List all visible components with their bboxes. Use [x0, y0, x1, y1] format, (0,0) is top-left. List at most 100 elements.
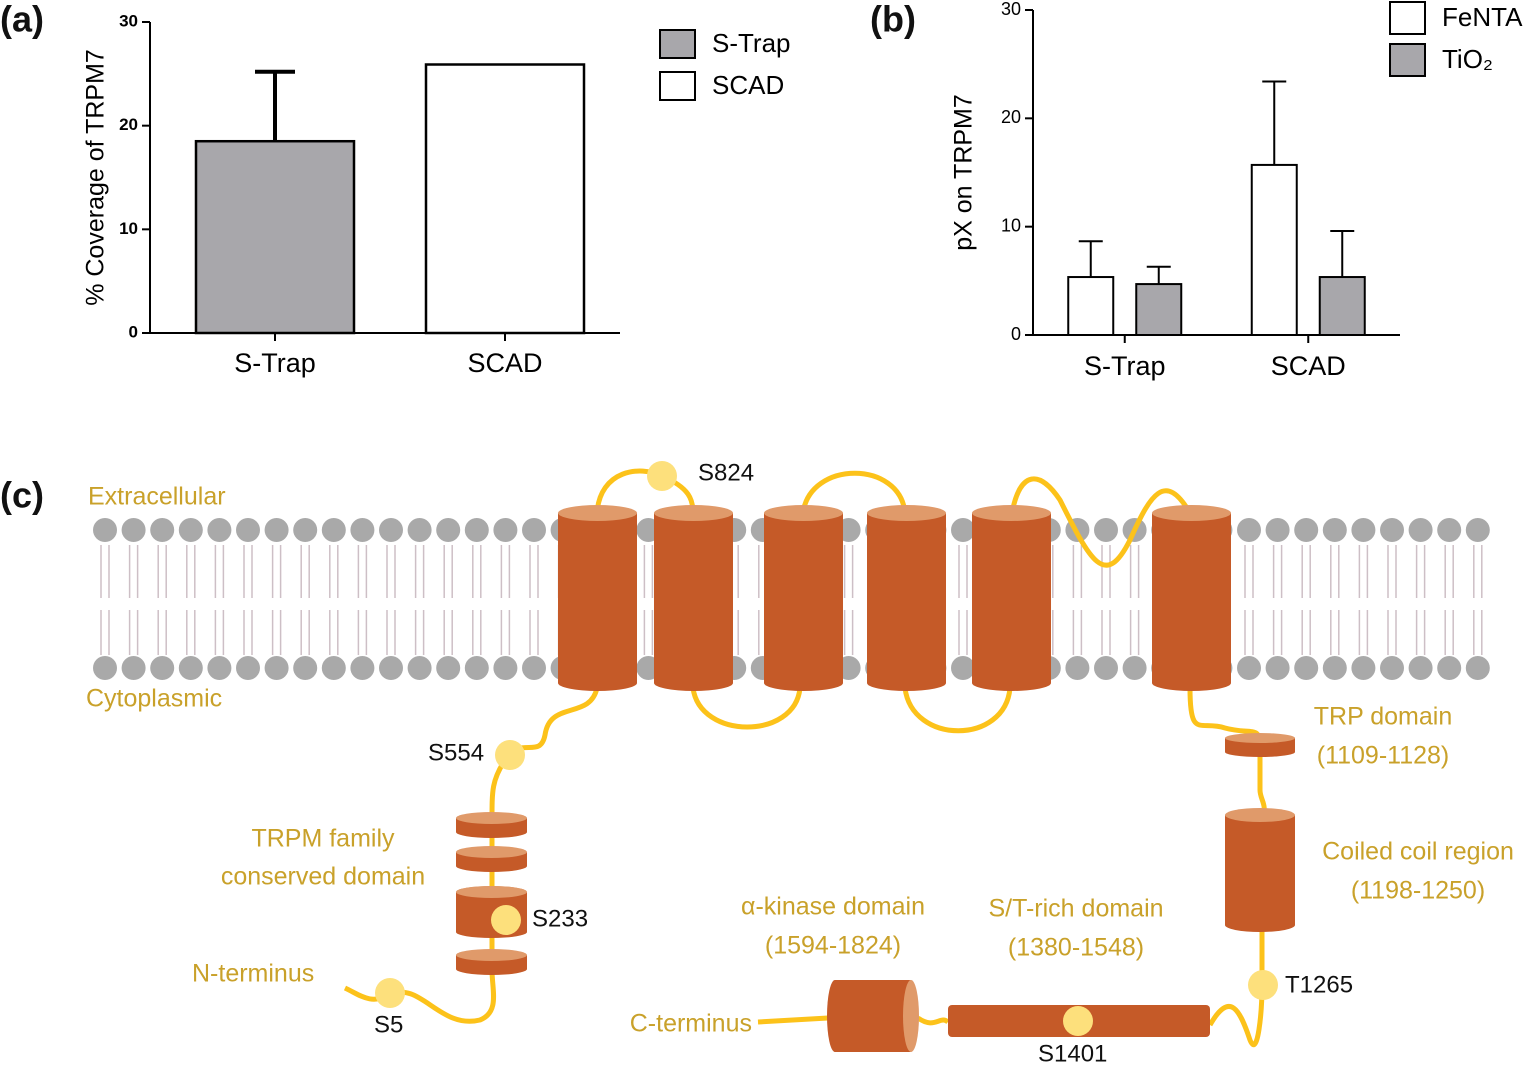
lipid-head	[1094, 518, 1118, 542]
cylinder-body	[1152, 513, 1231, 683]
domain-label: TRPM family	[251, 825, 395, 853]
terminus-label: N-terminus	[192, 960, 314, 988]
domain-label: Coiled coil region	[1322, 838, 1514, 866]
lipid-head	[207, 518, 232, 542]
lipid-head	[1465, 656, 1490, 680]
panel-label: (c)	[0, 475, 44, 516]
lipid-head	[121, 518, 146, 542]
domain-disc	[456, 812, 527, 838]
lipid-head	[350, 656, 375, 680]
bar	[1250, 163, 1298, 336]
lipid-head	[1237, 518, 1261, 542]
lipid-head	[436, 518, 461, 542]
cylinder-top	[456, 949, 527, 961]
lipid-head	[264, 656, 289, 680]
legend-label: FeNTA	[1442, 2, 1523, 32]
lipid-head	[178, 656, 203, 680]
lipid-head	[493, 656, 518, 680]
helix	[558, 505, 637, 691]
lipid-head	[321, 656, 346, 680]
lipid-head	[1351, 518, 1376, 542]
lipid-head	[121, 656, 146, 680]
domain-disc	[456, 886, 527, 938]
cylinder-body	[764, 513, 843, 683]
phosphosite	[1248, 970, 1278, 1000]
helix	[867, 505, 946, 691]
legend-swatch	[659, 71, 696, 101]
legend-label: TiO₂	[1442, 44, 1493, 74]
cylinder-top	[1225, 808, 1295, 822]
lipid-head	[522, 518, 546, 542]
protein	[343, 461, 1295, 1052]
cylinder-top	[456, 886, 527, 898]
lipid-head	[150, 656, 175, 680]
domain-label: S/T-rich domain	[988, 895, 1163, 923]
lipid-head	[93, 656, 117, 680]
lipid-head	[464, 518, 489, 542]
site-label: S233	[532, 905, 588, 932]
kinase-domain	[835, 980, 911, 1052]
panel-label: (b)	[870, 0, 916, 40]
cylinder-body	[558, 513, 637, 683]
lipid-head	[293, 656, 318, 680]
domain-label: (1198-1250)	[1351, 877, 1485, 905]
lipid-head	[93, 518, 117, 542]
region-label: Cytoplasmic	[86, 685, 222, 713]
lipid-head	[379, 518, 403, 542]
phosphosite	[495, 740, 525, 770]
cylinder-body	[654, 513, 733, 683]
lipid-head	[436, 656, 461, 680]
y-tick-label: 10	[1001, 215, 1021, 235]
helix	[972, 505, 1051, 691]
cylinder-top	[1152, 505, 1231, 521]
legend-swatch	[1389, 43, 1426, 77]
phosphosite	[491, 905, 521, 935]
lipid-head	[1094, 656, 1118, 680]
legend-label: SCAD	[712, 70, 784, 100]
phosphosite	[647, 461, 677, 491]
bar	[1318, 276, 1366, 336]
lipid-head	[178, 518, 203, 542]
cylinder-body	[972, 513, 1051, 683]
bar	[1135, 283, 1183, 337]
lipid-head	[264, 518, 289, 542]
cylinder-top	[972, 505, 1051, 521]
lipid-head	[379, 656, 403, 680]
site-label: S554	[428, 739, 484, 766]
lipid-head	[522, 656, 546, 680]
bar	[194, 139, 356, 335]
y-tick-label: 20	[119, 115, 138, 134]
region-label: Extracellular	[88, 483, 226, 511]
lipid-head	[951, 656, 975, 680]
domain-label: TRP domain	[1314, 703, 1453, 731]
cylinder-body	[1225, 815, 1295, 925]
domain-label: conserved domain	[221, 863, 425, 891]
kinase-domain-cap	[827, 980, 843, 1052]
lipid-head	[1265, 518, 1290, 542]
cylinder-top	[558, 505, 637, 521]
domain-label: (1594-1824)	[765, 932, 901, 960]
lipid-head	[236, 518, 260, 542]
phosphosite	[1063, 1006, 1093, 1036]
lipid-head	[1408, 656, 1433, 680]
cylinder-top	[764, 505, 843, 521]
lipid-head	[236, 656, 260, 680]
legend-swatch	[659, 29, 696, 59]
bar	[1067, 276, 1115, 336]
kinase-domain-cap	[903, 980, 919, 1052]
bar	[424, 63, 586, 335]
y-tick-label: 10	[119, 219, 138, 238]
lipid-head	[350, 518, 375, 542]
legend-swatch	[1389, 1, 1426, 35]
lipid-head	[1465, 518, 1490, 542]
site-label: T1265	[1285, 971, 1353, 998]
lipid-head	[493, 518, 518, 542]
y-axis-title: pX on TRPM7	[950, 94, 978, 251]
helix	[654, 505, 733, 691]
lipid-head	[150, 518, 175, 542]
lipid-head	[951, 518, 975, 542]
lipid-head	[1294, 656, 1319, 680]
cylinder-body	[867, 513, 946, 683]
lipid-head	[207, 656, 232, 680]
